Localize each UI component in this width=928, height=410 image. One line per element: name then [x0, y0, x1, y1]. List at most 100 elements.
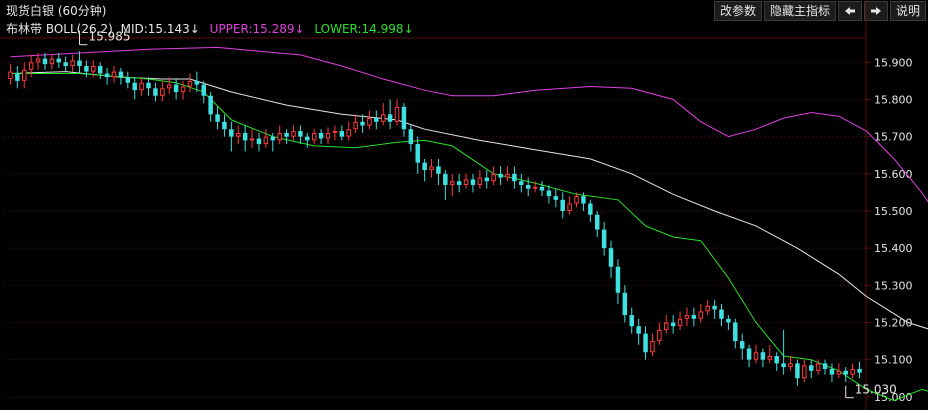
candle-body [415, 144, 420, 163]
candle-body [153, 88, 158, 96]
candle-body [77, 60, 82, 67]
y-tick-label: 15.300 [874, 279, 913, 292]
candle-body [774, 355, 779, 364]
candle-body [456, 181, 462, 185]
chart-toolbar: 改参数 隐藏主指标 说明 [713, 1, 926, 21]
y-tick-label: 15.900 [874, 56, 913, 69]
candle-body [339, 131, 345, 137]
price-annotation: 15.030 [855, 383, 897, 397]
candle-body [450, 181, 455, 185]
candle-body [22, 69, 27, 81]
candle-body [553, 196, 559, 200]
series-lower-band [10, 73, 928, 402]
y-tick-label: 15.700 [874, 131, 913, 144]
candle-body [546, 190, 552, 197]
candle-body [705, 305, 710, 312]
series-mid-band [10, 71, 928, 330]
candle-body [470, 179, 476, 185]
candle-body [97, 66, 103, 74]
indicator-params: BOLL(26,2) [45, 22, 113, 36]
candle-body [650, 341, 655, 353]
candle-body [712, 305, 717, 310]
series-upper-band [10, 46, 928, 203]
candle-body [691, 315, 697, 319]
candle-body [201, 84, 206, 96]
price-annotation: 15.985 [88, 30, 130, 44]
candle-body [422, 162, 427, 171]
candle-body [242, 132, 248, 141]
candle-body [56, 58, 62, 63]
indicator-name: 布林带 [6, 22, 43, 36]
candle-body [111, 71, 117, 78]
candle-body [208, 95, 213, 115]
candle-body [332, 131, 338, 133]
candle-body [8, 71, 13, 80]
candle-body [836, 370, 842, 375]
candle-body [843, 370, 848, 375]
candle-body [539, 186, 545, 191]
candle-body [429, 166, 434, 171]
candle-body [795, 363, 800, 379]
candle-body [519, 181, 524, 185]
arrow-right-icon[interactable] [863, 1, 888, 21]
candle-body [291, 131, 296, 137]
y-tick-label: 15.600 [874, 168, 913, 181]
y-tick-label: 15.500 [874, 205, 913, 218]
candle-body [664, 322, 669, 330]
candle-body [594, 214, 600, 230]
candle-body [477, 177, 483, 185]
candle-body [42, 58, 48, 65]
candle-body [622, 292, 628, 316]
candle-body [380, 114, 386, 122]
legend-mid-value: MID:15.143↓ [120, 22, 200, 36]
candle-body [726, 318, 731, 323]
help-button[interactable]: 说明 [889, 1, 926, 21]
candle-body [525, 184, 531, 189]
candle-body [180, 86, 186, 93]
candle-body [670, 322, 676, 327]
candle-body [70, 60, 75, 67]
hide-indicator-button[interactable]: 隐藏主指标 [763, 1, 836, 21]
candle-body [160, 88, 165, 96]
candle-body [256, 138, 262, 145]
candle-body [788, 363, 793, 368]
candle-body [367, 118, 372, 126]
y-tick-label: 15.000 [874, 391, 913, 404]
candle-body [491, 173, 496, 182]
candle-body [284, 132, 289, 137]
candle-body [601, 229, 607, 249]
candle-body [684, 315, 690, 319]
candle-body [753, 352, 759, 360]
candle-body [353, 121, 358, 130]
candle-body [249, 138, 255, 141]
y-tick-label: 15.200 [874, 317, 913, 330]
candle-body [236, 132, 241, 137]
candle-body [760, 352, 766, 360]
candle-body [498, 173, 503, 178]
candle-body [850, 368, 855, 375]
candle-body [374, 118, 379, 122]
arrow-left-icon[interactable] [837, 1, 862, 21]
candle-body [588, 203, 593, 215]
candle-body [408, 129, 414, 145]
candle-body [146, 82, 151, 89]
candle-body [318, 132, 324, 139]
candle-body [443, 173, 448, 185]
candle-body [194, 80, 200, 85]
candle-body [215, 114, 220, 122]
modify-params-button[interactable]: 改参数 [713, 1, 762, 21]
candle-body [698, 311, 704, 319]
candle-body [719, 309, 724, 319]
instrument-title: 现货白银 (60分钟) [6, 4, 107, 18]
candle-body [118, 71, 124, 78]
candle-body [739, 341, 745, 349]
candle-body [187, 80, 193, 87]
candle-body [298, 131, 303, 137]
candle-body [35, 58, 41, 63]
candle-body [229, 129, 234, 137]
candle-body [643, 333, 648, 353]
indicator-legend: 布林带 BOLL(26,2) MID:15.143↓ UPPER:15.289↓… [6, 20, 414, 37]
candle-body [277, 132, 282, 141]
candle-body [139, 82, 144, 91]
candle-body [346, 129, 351, 137]
